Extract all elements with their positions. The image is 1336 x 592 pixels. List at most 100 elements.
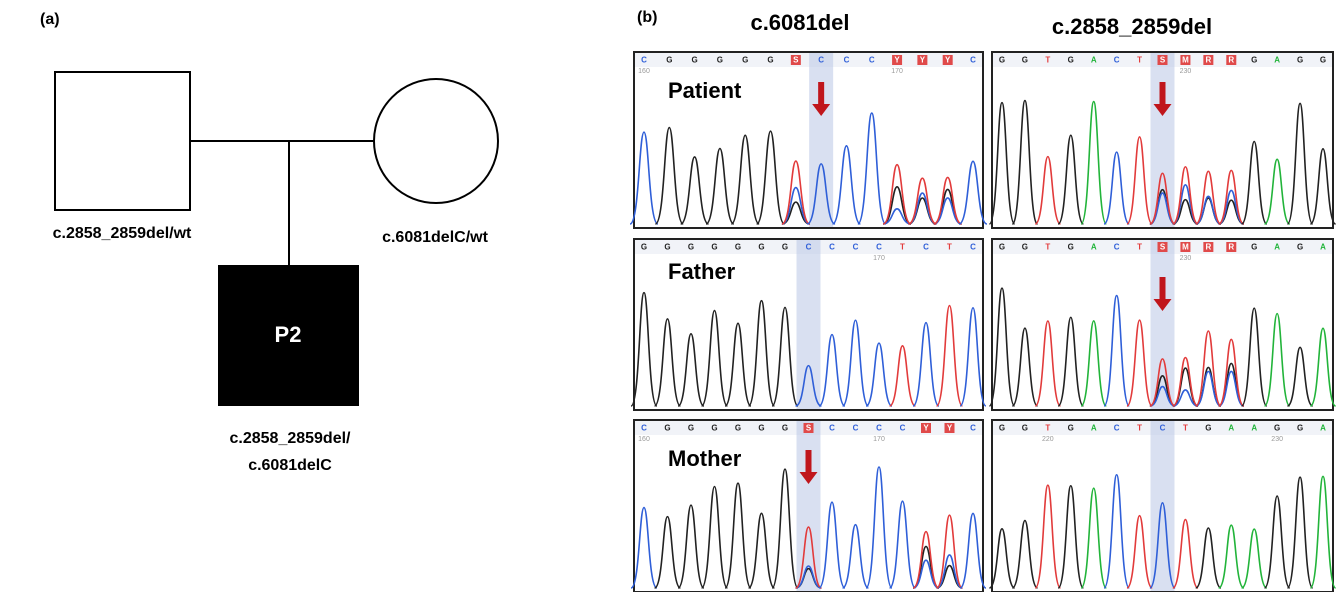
position: 170 xyxy=(873,436,885,443)
highlight xyxy=(1151,240,1175,409)
highlight xyxy=(1151,53,1175,227)
base: C xyxy=(970,56,976,65)
position: 160 xyxy=(638,436,650,443)
position: 170 xyxy=(891,68,903,75)
base: S xyxy=(806,424,812,433)
base: T xyxy=(1137,243,1142,252)
base: G xyxy=(688,243,694,252)
base: G xyxy=(742,56,748,65)
base: G xyxy=(641,243,647,252)
base: C xyxy=(818,56,824,65)
base: C xyxy=(806,243,812,252)
base: C xyxy=(970,424,976,433)
base: C xyxy=(900,424,906,433)
base: T xyxy=(1045,243,1050,252)
base: G xyxy=(999,424,1005,433)
base: G xyxy=(711,424,717,433)
base: T xyxy=(1137,424,1142,433)
base: G xyxy=(691,56,697,65)
base: C xyxy=(853,243,859,252)
base: C xyxy=(641,424,647,433)
base: C xyxy=(970,243,976,252)
base: G xyxy=(1297,424,1303,433)
father-symbol xyxy=(55,72,190,210)
base: C xyxy=(1114,56,1120,65)
base: G xyxy=(758,424,764,433)
base: T xyxy=(1183,424,1188,433)
position: 170 xyxy=(873,255,885,262)
base: C xyxy=(876,424,882,433)
base: S xyxy=(1160,56,1166,65)
base: G xyxy=(664,243,670,252)
panel-label: (a) xyxy=(40,11,60,28)
base: G xyxy=(735,424,741,433)
base: M xyxy=(1182,56,1189,65)
sequence-strip xyxy=(635,53,982,67)
base: A xyxy=(1274,243,1280,252)
row-label: Patient xyxy=(668,78,742,103)
base: A xyxy=(1274,56,1280,65)
base: T xyxy=(1045,424,1050,433)
base: G xyxy=(1068,424,1074,433)
base: Y xyxy=(945,56,951,65)
position: 160 xyxy=(638,68,650,75)
base: G xyxy=(1251,243,1257,252)
base: C xyxy=(1160,424,1166,433)
base: Y xyxy=(923,424,929,433)
base: C xyxy=(853,424,859,433)
base: G xyxy=(999,243,1005,252)
base: A xyxy=(1091,243,1097,252)
base: G xyxy=(1297,243,1303,252)
base: G xyxy=(758,243,764,252)
base: G xyxy=(1068,243,1074,252)
base: C xyxy=(829,243,835,252)
proband-genotype: c.2858_2859del/ xyxy=(230,430,352,447)
proband-genotype: c.6081delC xyxy=(248,457,332,474)
highlight xyxy=(1151,421,1175,591)
base: G xyxy=(782,243,788,252)
base: G xyxy=(1205,424,1211,433)
base: R xyxy=(1228,56,1234,65)
position: 230 xyxy=(1271,436,1283,443)
base: C xyxy=(829,424,835,433)
base: G xyxy=(1251,56,1257,65)
column-title: c.6081del xyxy=(750,10,849,35)
base: G xyxy=(767,56,773,65)
base: A xyxy=(1251,424,1257,433)
panel-label: (b) xyxy=(637,9,657,26)
base: G xyxy=(688,424,694,433)
base: M xyxy=(1182,243,1189,252)
base: R xyxy=(1205,243,1211,252)
base: G xyxy=(1022,56,1028,65)
highlight xyxy=(809,53,833,227)
base: C xyxy=(923,243,929,252)
base: C xyxy=(844,56,850,65)
base: S xyxy=(1160,243,1166,252)
base: G xyxy=(1022,424,1028,433)
base: C xyxy=(876,243,882,252)
position: 220 xyxy=(1042,436,1054,443)
base: G xyxy=(999,56,1005,65)
position: 230 xyxy=(1180,68,1192,75)
base: G xyxy=(1320,56,1326,65)
base: T xyxy=(1137,56,1142,65)
base: G xyxy=(664,424,670,433)
figure: (a) P2 c.2858_2859del/wt c.6081delC/wt c… xyxy=(0,0,1336,592)
base: A xyxy=(1228,424,1234,433)
base: Y xyxy=(920,56,926,65)
base: R xyxy=(1205,56,1211,65)
base: Y xyxy=(894,56,900,65)
base: A xyxy=(1091,56,1097,65)
mother-genotype: c.6081delC/wt xyxy=(382,229,489,246)
base: C xyxy=(1114,424,1120,433)
base: T xyxy=(947,243,952,252)
highlight xyxy=(797,240,821,409)
base: G xyxy=(782,424,788,433)
base: A xyxy=(1320,424,1326,433)
base: G xyxy=(1068,56,1074,65)
base: C xyxy=(641,56,647,65)
base: Y xyxy=(947,424,953,433)
position: 230 xyxy=(1180,255,1192,262)
base: S xyxy=(793,56,799,65)
base: A xyxy=(1091,424,1097,433)
